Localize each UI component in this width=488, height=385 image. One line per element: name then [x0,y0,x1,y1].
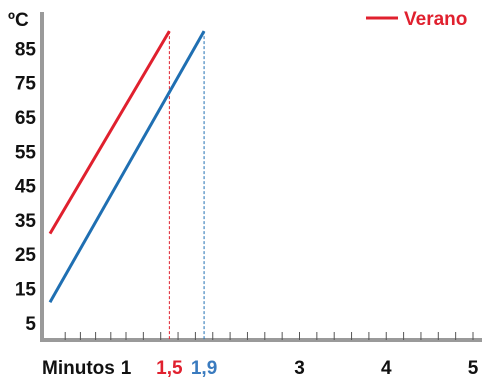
y-axis-label: ºC [8,10,29,31]
y-tick-label: 15 [15,280,37,301]
y-tick-label: 45 [15,177,37,198]
y-tick-label: 75 [15,74,37,95]
y-tick-label: 55 [15,142,37,163]
axes: ºC Minutos [8,10,482,379]
x-tick-label: 1,9 [191,358,217,379]
y-tick-labels: 5 15 25 35 45 55 65 75 85 [15,39,37,335]
x-axis-label: Minutos [42,358,115,379]
y-tick-label: 5 [25,314,36,335]
series-line [48,30,171,235]
x-tick-label: 4 [381,358,392,379]
y-tick-label: 25 [15,245,37,266]
drop-lines [168,31,205,340]
legend: Verano [366,9,467,30]
x-tick-label: 5 [468,358,479,379]
series-lines [48,30,206,303]
y-tick-label: 35 [15,211,37,232]
y-tick-label: 65 [15,108,37,129]
x-tick-labels: 1 1,5 1,9 3 4 5 [121,358,479,379]
x-tick-label: 1,5 [156,358,183,379]
legend-label: Verano [404,9,467,30]
x-tick-label: 1 [121,358,132,379]
series-line [48,30,206,303]
y-tick-label: 85 [15,39,37,60]
x-tick-label: 3 [294,358,305,379]
